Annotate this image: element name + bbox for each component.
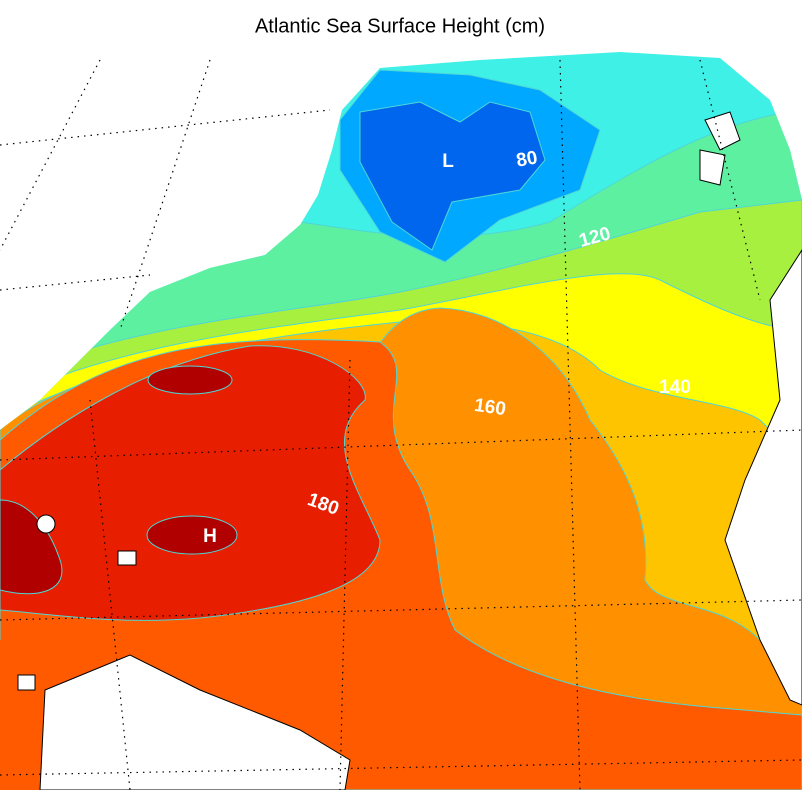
- low-label: L: [442, 151, 454, 172]
- land-africa: [724, 248, 802, 706]
- land-islands: [699, 111, 741, 186]
- band-dark-blue: [359, 101, 546, 251]
- band-dark-red: [146, 515, 238, 555]
- land-island: [36, 514, 56, 534]
- contour-label: 160: [473, 395, 507, 420]
- high-label: H: [203, 526, 217, 547]
- band-red: [0, 345, 381, 621]
- band-dark-red: [147, 365, 233, 395]
- contour-label: 140: [659, 377, 691, 398]
- land-island: [117, 550, 137, 566]
- land-south-america: [39, 654, 351, 790]
- graticule: [0, 59, 803, 790]
- land-island: [17, 674, 36, 691]
- contour-label: 80: [515, 147, 539, 171]
- grid-line: [0, 59, 803, 790]
- title: Atlantic Sea Surface Height (cm): [255, 15, 545, 37]
- band-dark-red: [0, 499, 63, 595]
